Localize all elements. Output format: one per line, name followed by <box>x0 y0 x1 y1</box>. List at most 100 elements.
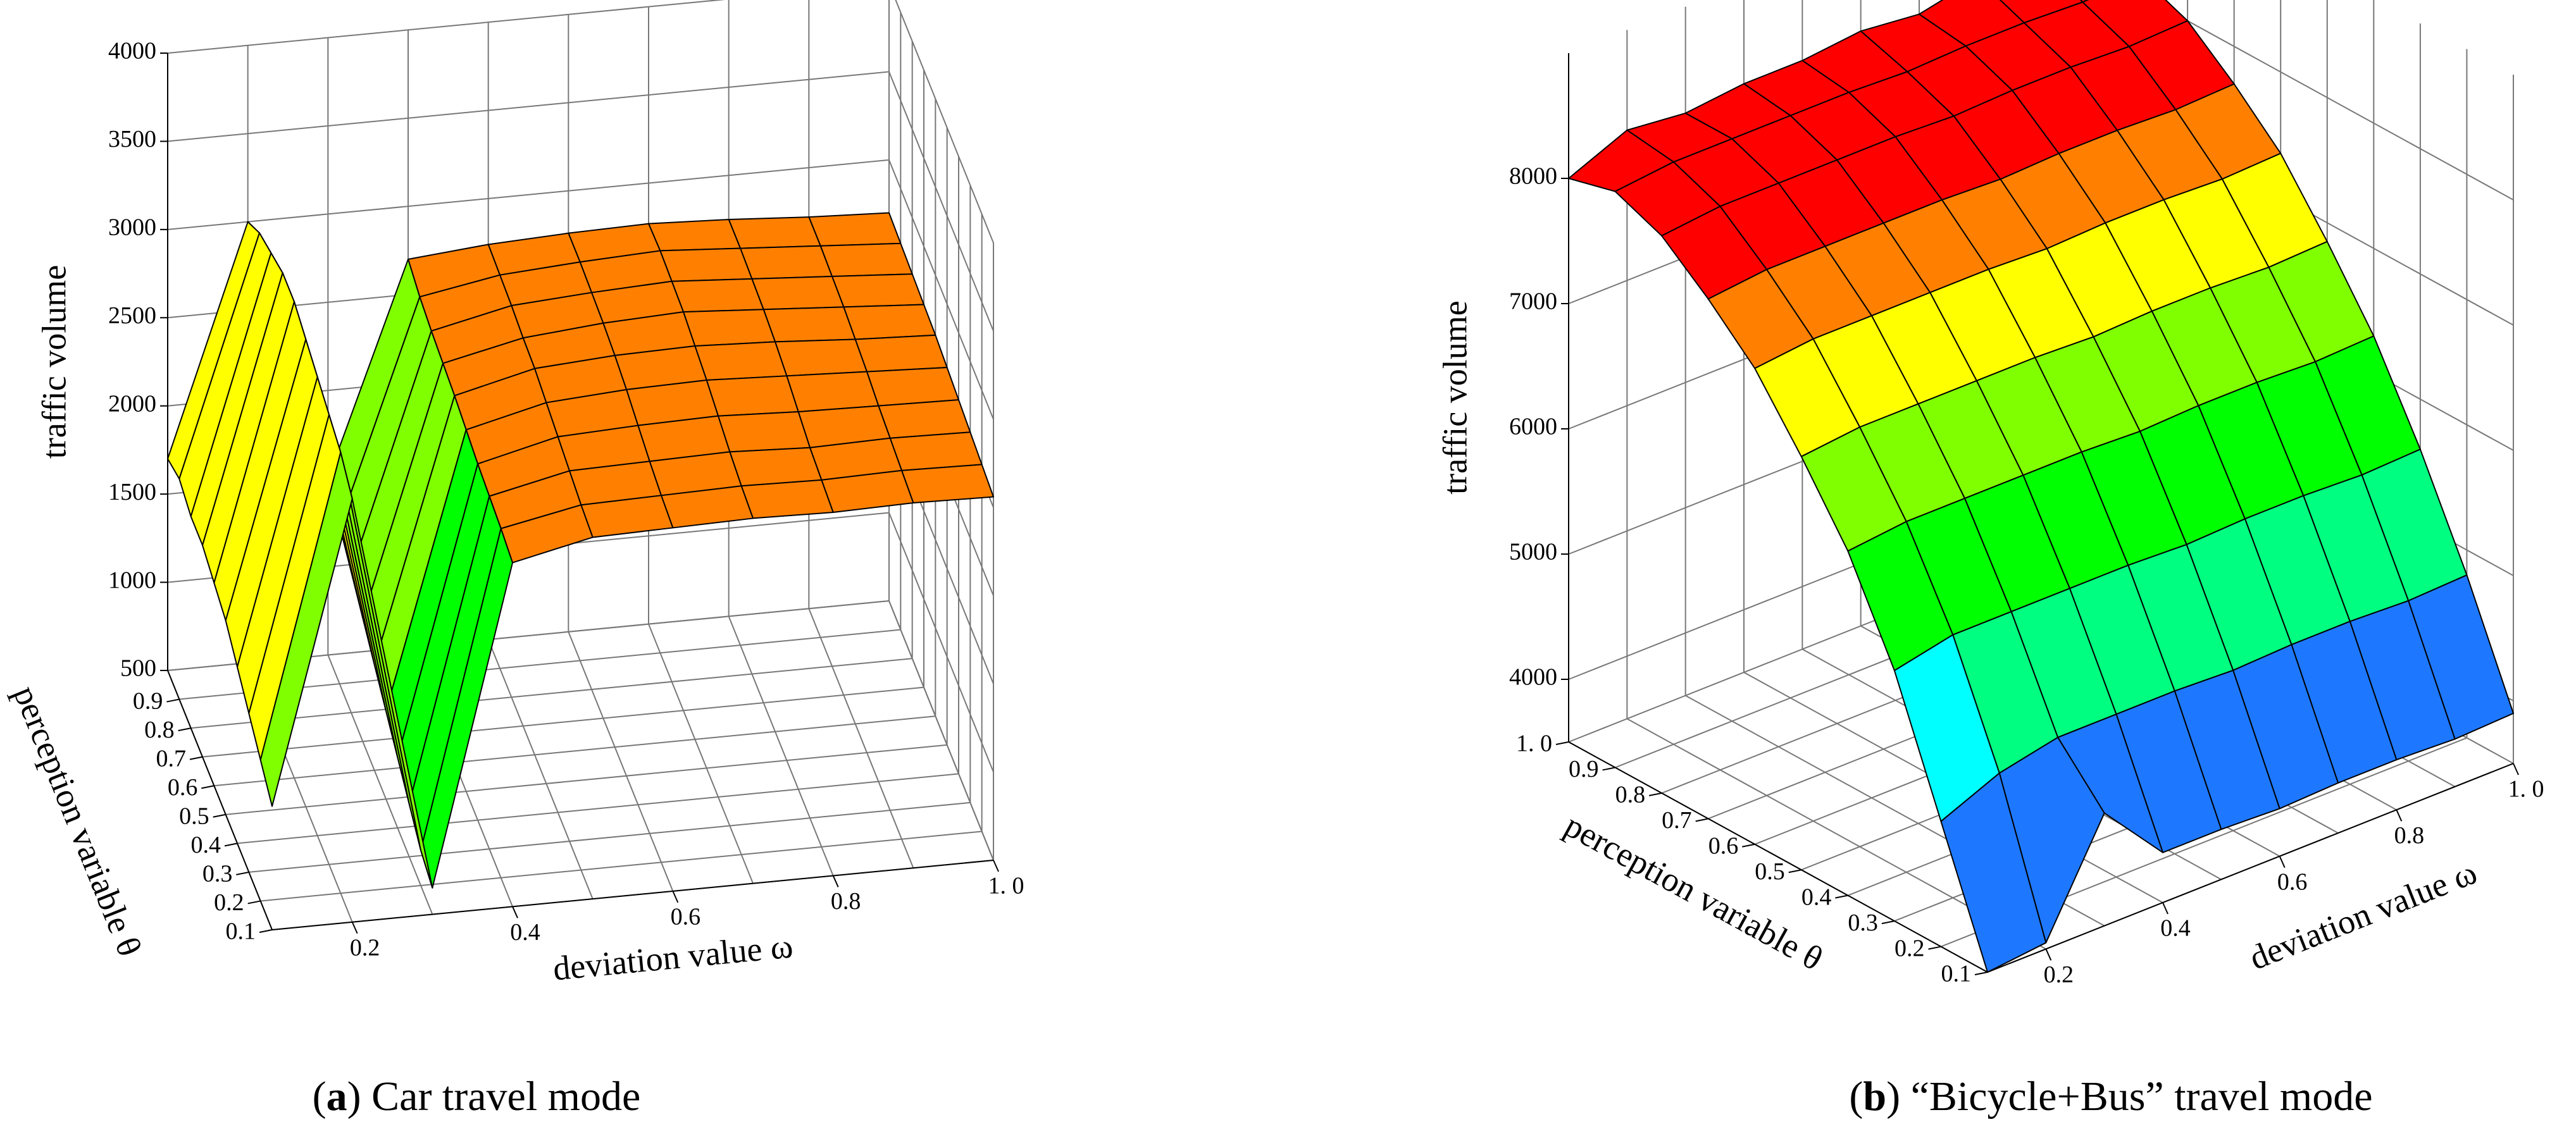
y-tick <box>1742 843 1755 848</box>
y-tick <box>1788 869 1801 874</box>
caption: (a) Car travel mode <box>313 1073 641 1120</box>
x-tick <box>832 875 839 887</box>
y-tick <box>1881 920 1895 925</box>
caption-part: b <box>1863 1073 1886 1120</box>
z-tick-label: 3500 <box>108 126 156 152</box>
surface-cell <box>854 334 948 373</box>
surface-cell <box>706 375 799 417</box>
y-tick-label: 0.6 <box>168 774 198 801</box>
y-tick-label: 1. 0 <box>1516 731 1552 757</box>
y-tick-label: 0.7 <box>1662 807 1692 834</box>
floor-grid-line <box>190 658 912 729</box>
x-tick <box>2045 948 2052 961</box>
wall-grid-line <box>167 0 725 54</box>
surface-cell <box>718 411 811 453</box>
y-tick-label: 0.1 <box>1941 961 1972 987</box>
surface-cell <box>694 341 788 381</box>
x-tick <box>351 922 358 934</box>
y-tick <box>1928 946 1941 950</box>
y-tick-label: 0.4 <box>1801 884 1832 910</box>
z-tick-label: 3000 <box>108 214 156 241</box>
surface-cell <box>740 245 833 280</box>
y-tick <box>201 785 215 789</box>
y-tick <box>213 813 226 818</box>
y-axis-title: perception variable θ <box>1559 806 1829 978</box>
caption-part: a <box>327 1073 347 1120</box>
y-axis-title: perception variable θ <box>6 681 149 961</box>
wall-grid-line <box>167 159 890 230</box>
surface-cell <box>775 338 868 377</box>
surface-cell <box>878 399 971 439</box>
y-tick-label: 0.9 <box>133 688 163 714</box>
wall-grid-line <box>888 600 994 861</box>
z-axis-title: traffic volume <box>35 265 73 459</box>
x-tick-label: 0.4 <box>2160 915 2191 942</box>
y-tick-label: 0.2 <box>1895 935 1925 961</box>
caption: (b) “Bicycle+Bus” travel mode <box>1849 1073 2372 1120</box>
surface-cell <box>831 273 924 308</box>
y-tick-label: 0.2 <box>214 889 244 916</box>
axis-line <box>271 860 994 930</box>
z-tick-label: 7000 <box>1509 288 1557 315</box>
wall-grid-line <box>895 0 994 244</box>
x-tick-label: 0.2 <box>350 934 380 961</box>
caption-part: ( <box>313 1073 327 1120</box>
x-tick-label: 0.8 <box>2394 822 2425 849</box>
surface-cell <box>659 247 753 282</box>
x-tick-label: 1. 0 <box>988 873 1024 899</box>
floor-grid-line <box>728 616 834 876</box>
caption-part: ) “Bicycle+Bus” travel mode <box>1886 1073 2372 1120</box>
floor-grid-line <box>260 830 982 902</box>
x-tick <box>2162 902 2168 915</box>
floor-grid-line <box>249 801 971 873</box>
floor-grid-line <box>648 624 754 884</box>
caption-part: ( <box>1849 1073 1863 1120</box>
surface-cell <box>1940 772 2047 973</box>
floor-grid-line <box>327 655 433 915</box>
surface-cell <box>648 219 741 252</box>
z-tick-label: 8000 <box>1509 163 1557 190</box>
y-tick-label: 0.5 <box>1755 858 1785 885</box>
axis-line <box>1987 763 2514 973</box>
y-tick <box>189 756 203 760</box>
x-tick <box>672 891 679 903</box>
wall-grid-line <box>167 71 890 142</box>
y-tick <box>1602 767 1615 771</box>
caption-part: ) Car travel mode <box>347 1073 641 1120</box>
y-tick <box>1648 792 1662 796</box>
y-tick <box>259 929 273 933</box>
floor-grid-line <box>214 715 936 787</box>
z-tick-label: 6000 <box>1509 414 1557 440</box>
floor-grid-line <box>568 631 674 892</box>
x-tick-label: 0.6 <box>2277 868 2308 895</box>
y-tick <box>178 727 191 732</box>
y-tick <box>1555 741 1569 745</box>
surface-cell <box>740 479 834 519</box>
z-tick-label: 2000 <box>108 390 156 417</box>
z-tick-label: 2500 <box>108 302 156 329</box>
z-tick-label: 4000 <box>1509 664 1557 691</box>
y-tick-label: 0.8 <box>1615 782 1646 808</box>
x-axis-title: deviation value ω <box>551 927 794 987</box>
y-tick-label: 0.3 <box>1848 910 1878 936</box>
surface-cell <box>671 278 764 313</box>
floor-grid-line <box>237 773 959 844</box>
surface-cell <box>728 216 821 249</box>
surface-cell <box>808 212 902 247</box>
surface-cell <box>259 452 353 807</box>
floor-grid-line <box>808 608 914 868</box>
y-tick <box>1835 894 1848 899</box>
y-tick-label: 0.4 <box>191 832 221 858</box>
surface-cell <box>819 242 913 278</box>
y-tick-label: 0.7 <box>156 745 187 772</box>
y-tick <box>236 871 249 875</box>
x-tick <box>2513 763 2519 775</box>
z-axis-title: traffic volume <box>1436 300 1474 494</box>
floor-grid-line <box>202 686 924 758</box>
y-tick-label: 0.8 <box>144 717 175 743</box>
x-tick-label: 0.8 <box>831 888 861 915</box>
y-tick <box>1695 818 1708 822</box>
y-tick <box>224 843 238 847</box>
axis-line <box>167 670 273 930</box>
